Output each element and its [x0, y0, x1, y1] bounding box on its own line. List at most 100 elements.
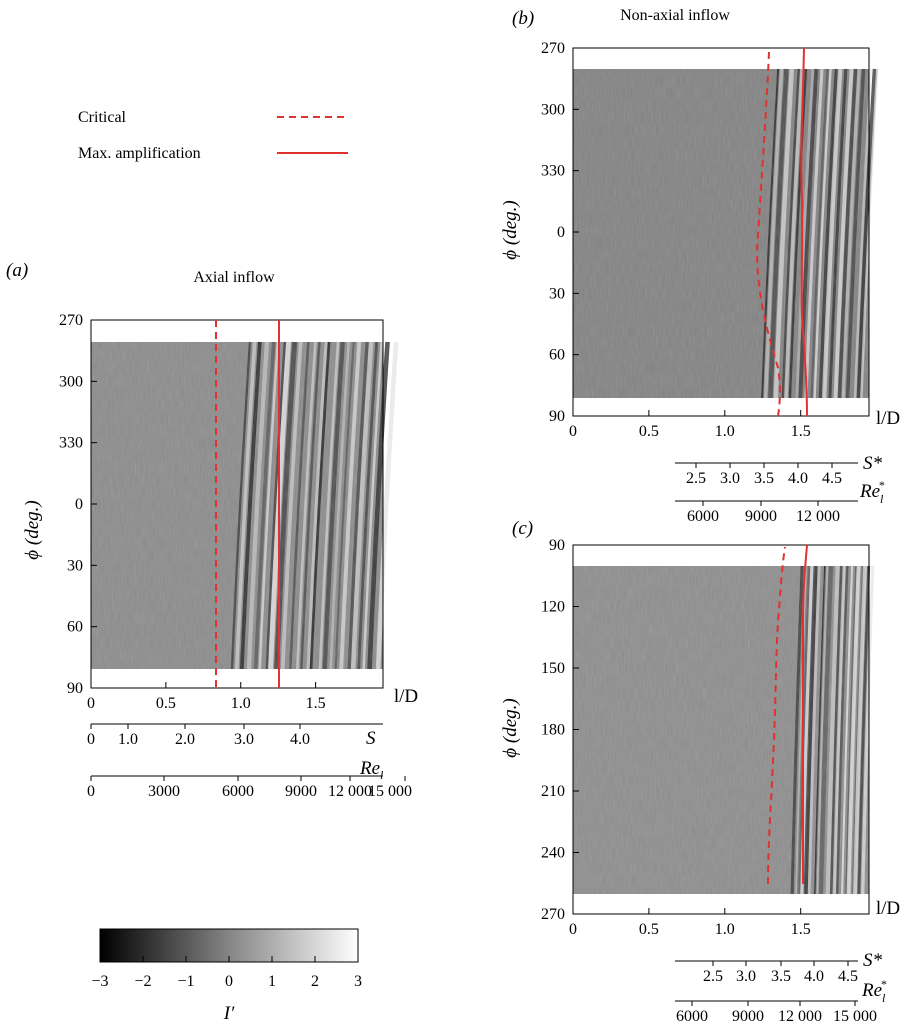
- colorbar-tick-label: −2: [134, 973, 151, 990]
- panel-a-heatmap: [91, 341, 399, 670]
- panel-b-aux-tick-label: 3.5: [754, 470, 774, 487]
- panel-c-ylabel: ϕ (deg.): [500, 698, 521, 757]
- panel-c-aux-tick-label: 15 000: [833, 1008, 877, 1025]
- panel-a-aux-tick-label: 1.0: [118, 731, 138, 748]
- panel-b-title: Non-axial inflow: [620, 7, 730, 24]
- panel-c-aux-tick-label: 12 000: [778, 1008, 822, 1025]
- panel-c-heatmap: [573, 565, 875, 895]
- panel-c-aux-tick-label: 2.5: [703, 968, 723, 985]
- panel-c-ytick-label: 90: [549, 537, 565, 554]
- panel-c-ytick-label: 240: [541, 845, 565, 862]
- panel-b-aux-tick-label: 4.0: [788, 470, 808, 487]
- panel-a-ylabel: ϕ (deg.): [22, 500, 43, 559]
- panel-c-max-amplification-curve: [801, 544, 808, 884]
- panel-b-xtick-label: 1.5: [791, 423, 811, 440]
- colorbar-tick-label: −1: [177, 973, 194, 990]
- panel-b-aux-tick-label: 3.0: [720, 470, 740, 487]
- panel-c-xtick-label: 0: [569, 921, 577, 938]
- panel-c-aux2-label: Rel*: [861, 977, 886, 1005]
- panel-b-aux-tick-label: 9000: [745, 508, 777, 525]
- colorbar: −3 −2 −1 0 1 2 3 I′: [91, 928, 362, 1024]
- panel-c-aux-tick-label: 4.5: [838, 968, 858, 985]
- panel-c-aux-tick-label: 3.5: [771, 968, 791, 985]
- panel-a: (a) Axial inflow 270 300 330 0 30 60 90 0 0.5 1.…: [6, 260, 418, 800]
- panel-b-label: (b): [512, 8, 534, 29]
- panel-a-xlabel: l/D: [394, 686, 418, 707]
- colorbar-tick-label: 0: [225, 973, 233, 990]
- panel-b-aux1-label: S*: [863, 453, 883, 474]
- panel-a-aux-tick-label: 9000: [285, 783, 317, 800]
- panel-b-xlabel: l/D: [876, 408, 900, 429]
- panel-b-aux-tick-label: 2.5: [686, 470, 706, 487]
- panel-a-xtick-label: 1.0: [231, 695, 251, 712]
- panel-a-ytick-label: 90: [67, 680, 83, 697]
- panel-c-xtick-label: 0.5: [639, 921, 659, 938]
- panel-a-label: (a): [6, 260, 28, 281]
- legend: Critical Max. amplification: [78, 109, 348, 162]
- panel-b-ytick-label: 0: [557, 224, 565, 241]
- panel-b-xtick-label: 0: [569, 423, 577, 440]
- panel-b-max-amplification-curve: [800, 47, 808, 417]
- panel-b-aux-tick-label: 12 000: [796, 508, 840, 525]
- panel-b-ytick-label: 330: [541, 163, 565, 180]
- panel-a-aux-tick-label: 3.0: [234, 731, 254, 748]
- panel-b-critical-curve: [755, 51, 781, 417]
- panel-b-xtick-label: 1.0: [715, 423, 735, 440]
- colorbar-tick-label: 1: [268, 973, 276, 990]
- panel-a-ytick-label: 0: [75, 496, 83, 513]
- panel-b-ytick-label: 300: [541, 101, 565, 118]
- colorbar-tick-label: 3: [354, 973, 362, 990]
- panel-a-xtick-label: 0: [87, 695, 95, 712]
- colorbar-tick-label: −3: [91, 973, 108, 990]
- panel-c-aux-tick-label: 6000: [676, 1008, 708, 1025]
- panel-a-aux-tick-label: 2.0: [175, 731, 195, 748]
- panel-c-label: (c): [512, 518, 533, 539]
- panel-b-aux-tick-label: 4.5: [822, 470, 842, 487]
- legend-critical-label: Critical: [78, 109, 127, 126]
- panel-c-ytick-label: 180: [541, 722, 565, 739]
- panel-b-ytick-label: 30: [549, 285, 565, 302]
- panel-b-xtick-label: 0.5: [639, 423, 659, 440]
- panel-b-aux-tick-label: 6000: [687, 508, 719, 525]
- legend-max-amplification-label: Max. amplification: [78, 145, 201, 162]
- panel-a-xtick-label: 1.5: [306, 695, 326, 712]
- panel-c-ytick-label: 120: [541, 599, 565, 616]
- panel-a-ytick-label: 30: [67, 557, 83, 574]
- panel-a-aux-tick-label: 15 000: [368, 783, 412, 800]
- panel-b: (b) Non-axial inflow 270 300 330 0 30 60 90 0 0…: [500, 7, 900, 525]
- panel-a-ytick-label: 330: [59, 435, 83, 452]
- panel-a-ytick-label: 270: [59, 312, 83, 329]
- panel-a-aux1-label: S: [366, 728, 376, 749]
- panel-a-aux-tick-label: 3000: [148, 783, 180, 800]
- panel-c-aux-tick-label: 9000: [732, 1008, 764, 1025]
- colorbar-label: I′: [223, 1003, 235, 1024]
- panel-c-ytick-label: 210: [541, 783, 565, 800]
- panel-b-heatmap: [573, 68, 879, 399]
- panel-b-ylabel: ϕ (deg.): [500, 200, 521, 259]
- panel-a-xtick-label: 0.5: [156, 695, 176, 712]
- panel-a-aux-tick-label: 4.0: [290, 731, 310, 748]
- panel-b-aux2-label: Rel*: [859, 478, 884, 506]
- panel-a-aux-tick-label: 12 000: [328, 783, 372, 800]
- panel-c-xtick-label: 1.0: [715, 921, 735, 938]
- panel-a-aux-tick-label: 0: [87, 731, 95, 748]
- panel-c-ytick-label: 150: [541, 660, 565, 677]
- panel-a-title: Axial inflow: [193, 269, 275, 286]
- panel-c-ytick-label: 270: [541, 906, 565, 923]
- panel-a-aux-tick-label: 0: [87, 783, 95, 800]
- panel-a-aux-tick-label: 6000: [222, 783, 254, 800]
- panel-b-ytick-label: 90: [549, 408, 565, 425]
- panel-a-aux2-label: Rel: [359, 758, 384, 782]
- panel-c: (c) 90 120 150 180 210 240 270 0 0.5 1.0 1.5 ϕ (d…: [500, 518, 900, 1025]
- panel-c-aux-tick-label: 4.0: [804, 968, 824, 985]
- colorbar-tick-label: 2: [311, 973, 319, 990]
- panel-c-aux1-label: S*: [863, 950, 883, 971]
- panel-b-ytick-label: 270: [541, 40, 565, 57]
- panel-c-xtick-label: 1.5: [791, 921, 811, 938]
- panel-a-ytick-label: 60: [67, 619, 83, 636]
- panel-b-ytick-label: 60: [549, 347, 565, 364]
- panel-c-aux-tick-label: 3.0: [736, 968, 756, 985]
- panel-a-ytick-label: 300: [59, 373, 83, 390]
- panel-c-xlabel: l/D: [876, 898, 900, 919]
